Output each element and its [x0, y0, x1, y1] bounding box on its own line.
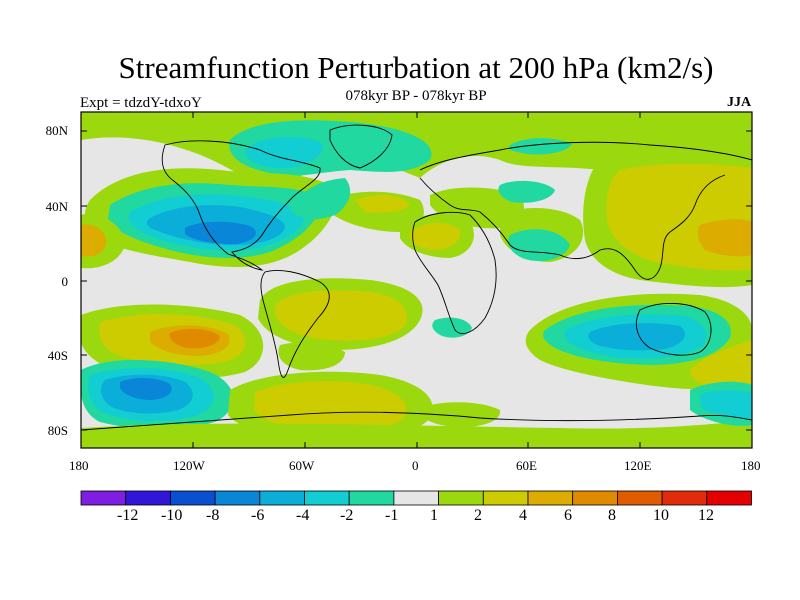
contour-field	[81, 112, 752, 448]
experiment-label: Expt = tdzdY-tdxoY	[80, 95, 202, 111]
colorbar-box	[80, 490, 127, 506]
colorbar-box	[214, 490, 261, 506]
colorbar-label: 6	[564, 507, 572, 524]
lon-label-120w: 120W	[173, 458, 205, 473]
lon-label-180e: 180	[741, 458, 761, 473]
colorbar-box	[125, 490, 171, 506]
lat-label-40s: 40S	[47, 348, 68, 363]
lat-label-80n: 80N	[45, 123, 68, 138]
lat-label-40n: 40N	[45, 199, 68, 214]
lon-label-0: 0	[412, 458, 419, 473]
lat-label-eq: 0	[61, 274, 69, 289]
africa-outline	[412, 211, 497, 334]
colorbar-box	[706, 490, 752, 506]
colorbar-box	[304, 490, 350, 506]
colorbar-label: 2	[474, 507, 482, 524]
colorbar-box	[572, 490, 618, 506]
antarctica-outline	[81, 411, 752, 431]
axis-ticks	[81, 112, 752, 448]
colorbar-label: 4	[519, 507, 527, 524]
europe-asia-outline	[419, 141, 752, 280]
colorbar-box	[169, 490, 216, 506]
colorbar-box	[259, 490, 305, 506]
colorbar-label: -2	[340, 507, 354, 524]
lon-label-180w: 180	[69, 458, 89, 473]
colorbar-box	[438, 490, 484, 506]
colorbar-label: 12	[698, 507, 714, 524]
lon-label-120e: 120E	[624, 458, 652, 473]
colorbar-label: 8	[608, 507, 616, 524]
south-america-outline	[260, 270, 330, 378]
colorbar	[80, 490, 752, 506]
map-subtitle: 078kyr BP - 078kyr BP	[345, 88, 487, 104]
colorbar-box	[617, 490, 663, 506]
lon-label-60w: 60W	[289, 458, 315, 473]
north-america-outline	[161, 140, 321, 271]
colorbar-label: 1	[430, 507, 438, 524]
colorbar-label: -1	[385, 507, 399, 524]
colorbar-box	[348, 490, 395, 506]
lat-label-80s: 80S	[47, 423, 68, 438]
colorbar-box	[393, 490, 439, 506]
coastlines	[81, 124, 752, 431]
australia-outline	[636, 302, 712, 356]
season-label: JJA	[727, 95, 752, 110]
colorbar-box	[661, 490, 708, 506]
colorbar-label: -4	[296, 507, 310, 524]
colorbar-label: -10	[161, 507, 183, 524]
colorbar-label: -12	[117, 507, 139, 524]
colorbar-box	[482, 490, 529, 506]
colorbar-label: -6	[251, 507, 265, 524]
colorbar-label: 10	[653, 507, 669, 524]
greenland-outline	[329, 124, 393, 169]
map-title: Streamfunction Perturbation at 200 hPa (…	[118, 50, 714, 85]
lon-label-60e: 60E	[516, 458, 537, 473]
colorbar-label: -8	[206, 507, 220, 524]
colorbar-box	[527, 490, 574, 506]
